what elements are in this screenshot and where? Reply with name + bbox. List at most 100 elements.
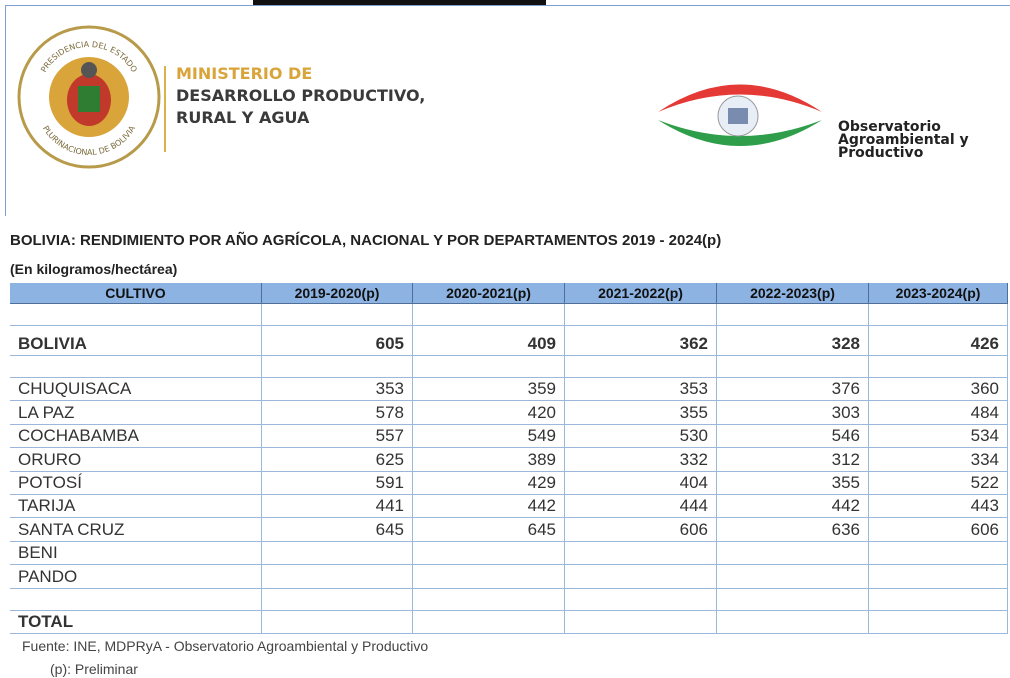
frame [5,5,1010,216]
empty-cell [10,588,262,611]
table-cell: 2020-2021(p) [413,283,565,304]
empty-cell [413,588,565,611]
empty-cell [262,541,413,566]
table-cell: 355 [717,471,869,495]
table-cell: 353 [262,378,413,402]
table-cell: 444 [565,495,717,519]
table-cell: 636 [717,518,869,542]
empty-cell [262,588,413,611]
empty-cell [717,304,869,326]
table-cell: 605 [262,326,413,356]
table-cell: 530 [565,424,717,449]
ministry-line: RURAL Y AGUA [176,108,310,127]
empty-cell [717,610,869,634]
table-cell: 546 [717,424,869,449]
empty-cell [869,610,1008,634]
subtitle: (En kilogramos/hectárea) [10,261,178,277]
table-cell: CHUQUISACA [10,378,262,402]
table-cell: 578 [262,401,413,425]
table-cell: 2022-2023(p) [717,283,869,304]
empty-cell [10,304,262,326]
table-cell: BOLIVIA [10,326,262,356]
table-cell: 606 [565,518,717,542]
table-cell: TARIJA [10,495,262,519]
title: BOLIVIA: RENDIMIENTO POR AÑO AGRÍCOLA, N… [10,232,722,249]
empty-cell [565,588,717,611]
table-cell: 312 [717,448,869,472]
table-cell: 557 [262,424,413,449]
table-cell: 360 [869,378,1008,402]
table-cell: 549 [413,424,565,449]
empty-cell [869,304,1008,326]
table-cell: 625 [262,448,413,472]
empty-cell [717,356,869,378]
note: (p): Preliminar [50,661,138,677]
ministry-line: DESARROLLO PRODUCTIVO, [176,86,426,105]
table-cell: COCHABAMBA [10,424,262,449]
table-cell: LA PAZ [10,401,262,425]
table-cell: 2023-2024(p) [869,283,1008,304]
empty-cell [10,356,262,378]
table-cell: 441 [262,495,413,519]
table-cell: 522 [869,471,1008,495]
table-cell: 328 [717,326,869,356]
table-cell: CULTIVO [10,283,262,304]
table-cell: 404 [565,471,717,495]
empty-cell [565,565,717,589]
source: Fuente: INE, MDPRyA - Observatorio Agroa… [22,638,429,654]
table-cell: 645 [262,518,413,542]
table-cell: 409 [413,326,565,356]
table-cell: PANDO [10,565,262,589]
table-cell: 389 [413,448,565,472]
observatory-line: Productivo [838,145,924,161]
empty-cell [565,541,717,566]
empty-cell [413,565,565,589]
empty-cell [413,541,565,566]
table-cell: 429 [413,471,565,495]
table-cell: 442 [413,495,565,519]
table-cell: 359 [413,378,565,402]
table-cell: 443 [869,495,1008,519]
table-cell: ORURO [10,448,262,472]
empty-cell [869,588,1008,611]
seal: PRESIDENCIA DEL ESTADO PLURINACIONAL DE … [17,25,161,169]
table-cell: 334 [869,448,1008,472]
empty-cell [869,565,1008,589]
table-cell: 355 [565,401,717,425]
empty-cell [262,565,413,589]
table-cell: TOTAL [10,610,262,634]
empty-cell [262,304,413,326]
table-cell: 591 [262,471,413,495]
table-cell: 376 [717,378,869,402]
observatory-line: Agroambiental y [838,132,969,148]
empty-cell [717,588,869,611]
table-cell: 303 [717,401,869,425]
empty-cell [565,304,717,326]
table-cell: 420 [413,401,565,425]
table-cell: 606 [869,518,1008,542]
table-cell: 2021-2022(p) [565,283,717,304]
table-cell: BENI [10,541,262,566]
table-cell: 426 [869,326,1008,356]
empty-cell [717,565,869,589]
table-cell: 353 [565,378,717,402]
observatory-logo [658,84,822,146]
table-cell: 534 [869,424,1008,449]
divider [164,66,166,152]
empty-cell [262,356,413,378]
empty-cell [262,610,413,634]
table-cell: 2019-2020(p) [262,283,413,304]
empty-cell [869,356,1008,378]
table-cell: 442 [717,495,869,519]
top-bar [253,0,546,5]
table-cell: 332 [565,448,717,472]
empty-cell [565,610,717,634]
empty-cell [565,356,717,378]
empty-cell [413,356,565,378]
empty-cell [869,541,1008,566]
table-cell: 362 [565,326,717,356]
observatory-line: Observatorio [838,119,941,135]
table-cell: POTOSÍ [10,471,262,495]
table-cell: 645 [413,518,565,542]
